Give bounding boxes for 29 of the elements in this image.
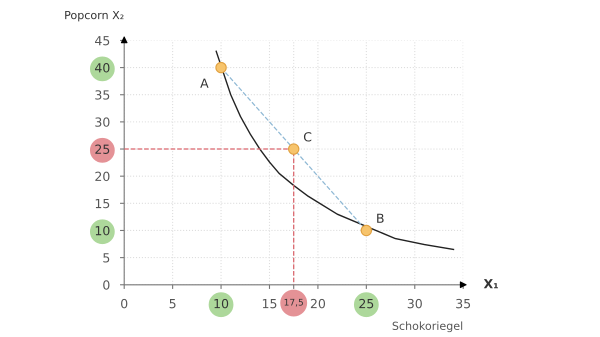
- y-tick-label: 40: [95, 63, 110, 73]
- y-tick-label: 45: [95, 36, 110, 46]
- x-tick-label: 25: [359, 298, 374, 308]
- y-tick-label: 20: [95, 172, 110, 182]
- y-tick-label: 0: [103, 280, 110, 290]
- y-tick-label: 25: [95, 144, 110, 154]
- point: [360, 224, 372, 236]
- x-tick-label: 35: [456, 298, 470, 308]
- x-tick-label: 20: [310, 298, 326, 308]
- line-series: [216, 50, 454, 250]
- y-tick-label: 30: [95, 117, 110, 127]
- point: [288, 143, 300, 155]
- x-tick-label: 10: [214, 298, 228, 308]
- y-tick-label: 5: [103, 253, 110, 263]
- x-tick-label: 5: [170, 299, 176, 308]
- y-tick-label: 10: [96, 226, 110, 236]
- x-tick-label: 0: [121, 298, 128, 308]
- annotation: B: [377, 214, 384, 223]
- x-tick-label: 30: [408, 298, 422, 308]
- y-axis-title: Popcorn X₂: [65, 10, 124, 22]
- annotation: C: [304, 132, 312, 142]
- y-tick-label: 35: [95, 90, 110, 100]
- annotation: A: [200, 78, 209, 88]
- x-tick-label: 15: [262, 299, 276, 308]
- x-axis-title: Schokoriegel: [392, 321, 462, 332]
- text: X₁: [484, 279, 498, 288]
- point: [215, 62, 227, 74]
- y-tick-label: 15: [96, 198, 110, 208]
- x-tick-label: 17,5: [284, 298, 303, 307]
